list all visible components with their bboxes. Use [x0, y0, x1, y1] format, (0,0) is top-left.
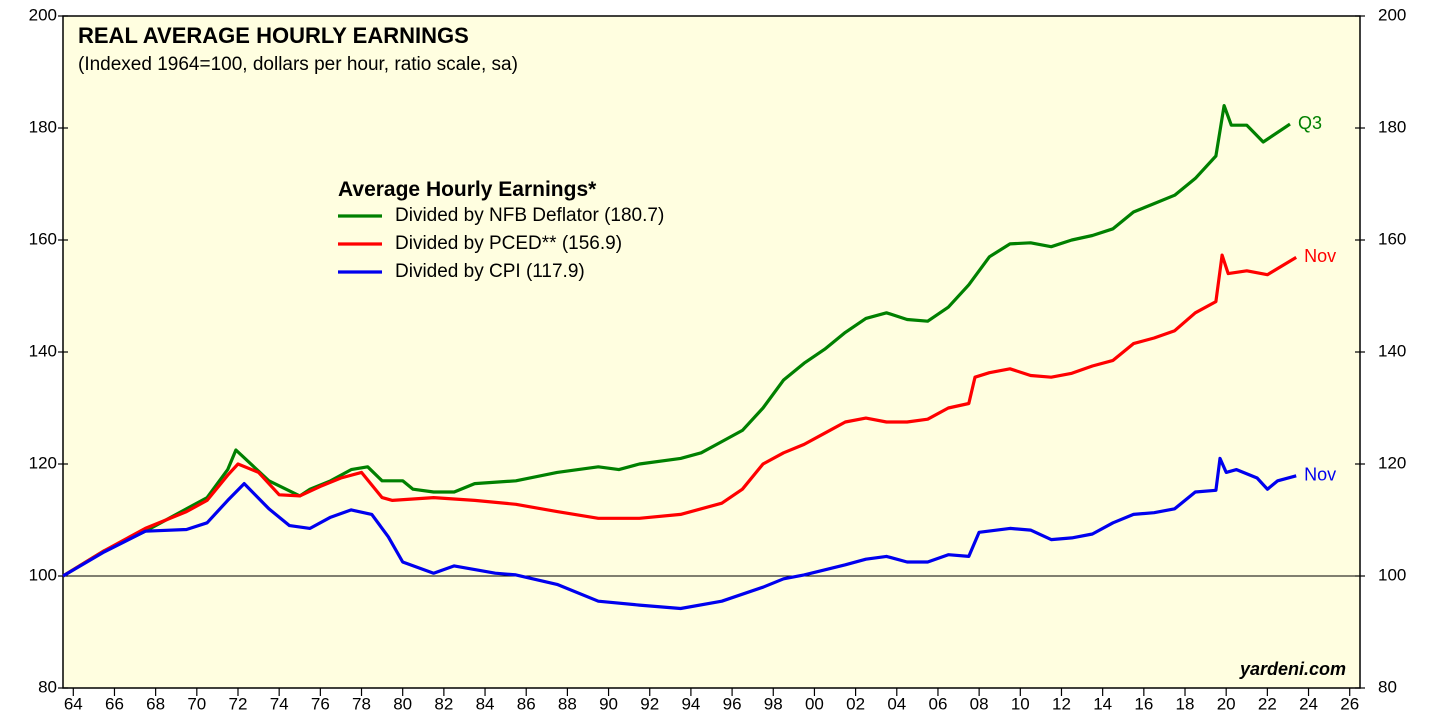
x-tick-label: 82: [434, 694, 453, 713]
x-tick-label: 72: [229, 694, 248, 713]
x-tick-label: 74: [270, 694, 289, 713]
x-tick-label: 96: [723, 694, 742, 713]
y2-tick-label: 160: [1378, 229, 1406, 248]
y2-tick-label: 120: [1378, 453, 1406, 472]
x-tick-label: 02: [846, 694, 865, 713]
y-tick-label: 120: [29, 453, 57, 472]
legend-title: Average Hourly Earnings*: [338, 178, 597, 201]
x-tick-label: 26: [1340, 694, 1359, 713]
y2-tick-label: 140: [1378, 341, 1406, 360]
x-tick-label: 24: [1299, 694, 1318, 713]
x-tick-label: 94: [681, 694, 700, 713]
x-tick-label: 18: [1176, 694, 1195, 713]
end-label: Nov: [1304, 465, 1336, 485]
y2-tick-label: 180: [1378, 117, 1406, 136]
x-tick-label: 22: [1258, 694, 1277, 713]
x-tick-label: 68: [146, 694, 165, 713]
x-tick-label: 98: [764, 694, 783, 713]
x-tick-label: 04: [887, 694, 906, 713]
y2-tick-label: 200: [1378, 5, 1406, 24]
x-tick-label: 90: [599, 694, 618, 713]
x-tick-label: 66: [105, 694, 124, 713]
y-tick-label: 200: [29, 5, 57, 24]
chart-subtitle: (Indexed 1964=100, dollars per hour, rat…: [78, 54, 518, 75]
x-tick-label: 08: [970, 694, 989, 713]
legend-label: Divided by PCED** (156.9): [395, 233, 622, 254]
y-tick-label: 160: [29, 229, 57, 248]
y-tick-label: 80: [38, 677, 57, 696]
x-tick-label: 78: [352, 694, 371, 713]
x-tick-label: 76: [311, 694, 330, 713]
x-tick-label: 70: [187, 694, 206, 713]
x-tick-label: 06: [928, 694, 947, 713]
x-tick-label: 92: [640, 694, 659, 713]
legend-label: Divided by NFB Deflator (180.7): [395, 205, 664, 226]
x-tick-label: 80: [393, 694, 412, 713]
x-tick-label: 86: [517, 694, 536, 713]
y-tick-label: 100: [29, 565, 57, 584]
x-tick-label: 88: [558, 694, 577, 713]
x-tick-label: 16: [1134, 694, 1153, 713]
x-tick-label: 14: [1093, 694, 1112, 713]
y2-tick-label: 100: [1378, 565, 1406, 584]
x-tick-label: 84: [476, 694, 495, 713]
x-tick-label: 00: [805, 694, 824, 713]
source: yardeni.com: [1239, 659, 1346, 679]
x-tick-label: 10: [1011, 694, 1030, 713]
series-line: [62, 253, 1298, 578]
y-tick-label: 140: [29, 341, 57, 360]
y-tick-label: 180: [29, 117, 57, 136]
legend-label: Divided by CPI (117.9): [395, 261, 585, 282]
series-line: [62, 104, 1291, 578]
end-label: Q3: [1298, 113, 1322, 133]
end-label: Nov: [1304, 246, 1336, 266]
series-line: [62, 456, 1297, 611]
x-tick-label: 64: [64, 694, 83, 713]
chart-title: REAL AVERAGE HOURLY EARNINGS: [78, 23, 469, 48]
y2-tick-label: 80: [1378, 677, 1397, 696]
x-tick-label: 12: [1052, 694, 1071, 713]
x-tick-label: 20: [1217, 694, 1236, 713]
plot-area: [62, 15, 1361, 689]
